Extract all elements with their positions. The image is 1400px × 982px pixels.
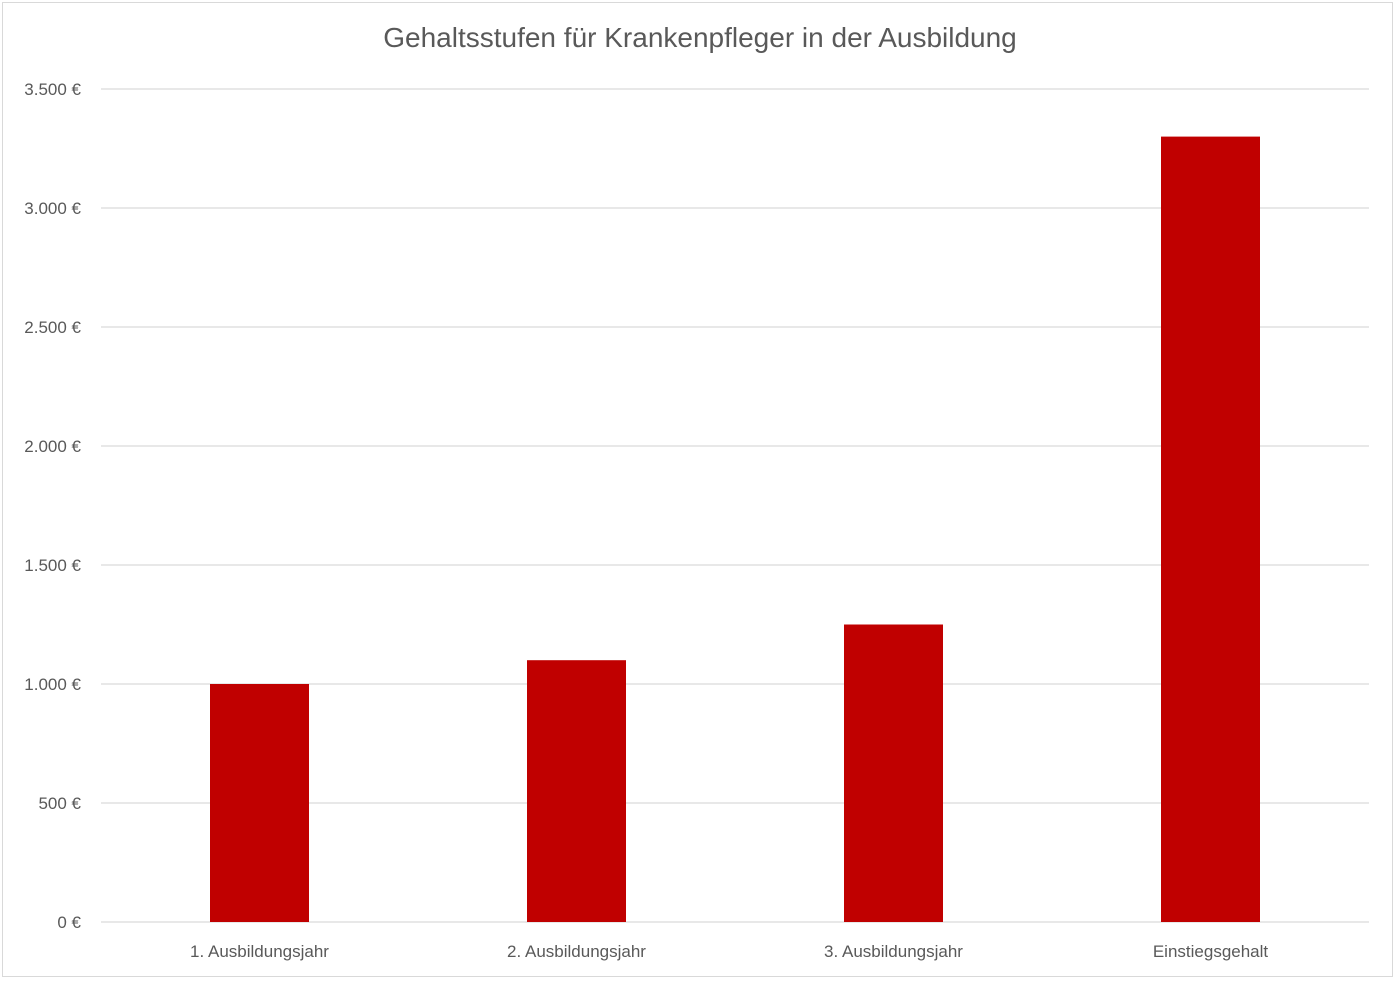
bar bbox=[844, 624, 943, 922]
y-tick-label: 3.500 € bbox=[24, 80, 81, 99]
y-tick-label: 2.000 € bbox=[24, 437, 81, 456]
y-tick-label: 1.000 € bbox=[24, 675, 81, 694]
y-tick-label: 2.500 € bbox=[24, 318, 81, 337]
y-tick-label: 3.000 € bbox=[24, 199, 81, 218]
x-tick-label: 2. Ausbildungsjahr bbox=[507, 942, 646, 961]
y-tick-label: 0 € bbox=[57, 913, 81, 932]
x-tick-label: 3. Ausbildungsjahr bbox=[824, 942, 963, 961]
bar bbox=[210, 684, 309, 922]
bar bbox=[1161, 136, 1260, 923]
y-tick-label: 500 € bbox=[38, 794, 81, 813]
x-tick-label: Einstiegsgehalt bbox=[1153, 942, 1269, 961]
x-tick-label: 1. Ausbildungsjahr bbox=[190, 942, 329, 961]
chart-title: Gehaltsstufen für Krankenpfleger in der … bbox=[383, 22, 1017, 53]
bar bbox=[527, 660, 626, 922]
y-tick-label: 1.500 € bbox=[24, 556, 81, 575]
